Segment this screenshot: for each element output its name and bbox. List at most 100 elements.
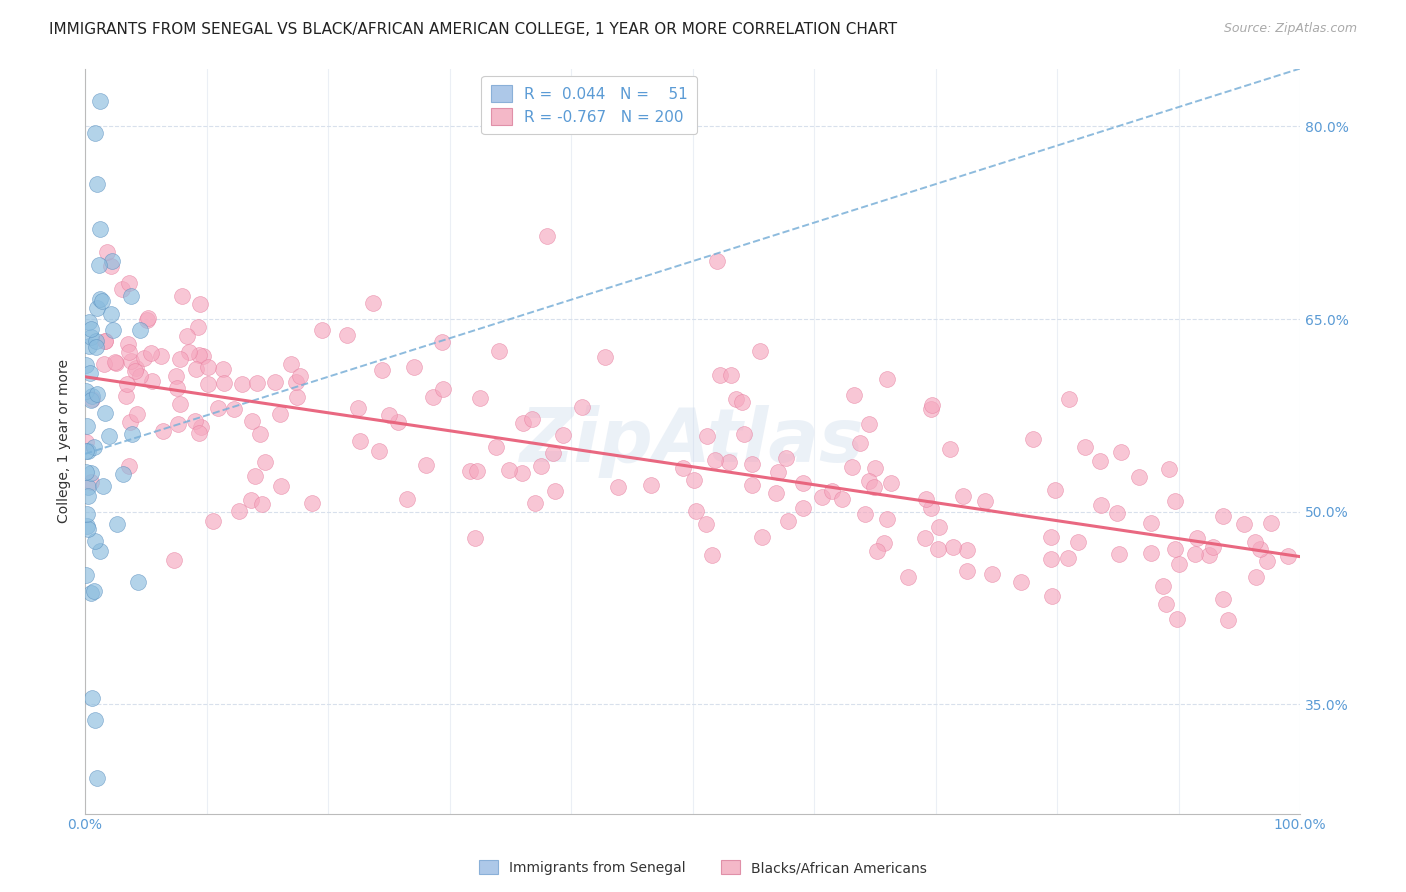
Point [129, 369, 152, 384]
Point [731, 394, 754, 409]
Text: ZipAtlas: ZipAtlas [520, 405, 865, 477]
Point [187, 319, 209, 334]
Point [541, 446, 564, 460]
Point [89, 258, 111, 272]
Point [717, 455, 740, 469]
Text: Source: ZipAtlas.com: Source: ZipAtlas.com [1223, 22, 1357, 36]
Point [853, 508, 876, 522]
Legend: Immigrants from Senegal, Blacks/African Americans: Immigrants from Senegal, Blacks/African … [474, 855, 932, 880]
Point [1088, 454, 1111, 468]
Point [117, 337, 139, 351]
Point [1243, 535, 1265, 549]
Point [607, 480, 630, 494]
Point [765, 486, 787, 500]
Point [86, 386, 108, 401]
Point [212, 376, 235, 390]
Point [974, 493, 997, 508]
Point [914, 531, 936, 545]
Point [873, 536, 896, 550]
Point [104, 356, 127, 370]
Point [1260, 516, 1282, 530]
Point [83, 126, 105, 140]
Point [467, 464, 489, 478]
Point [1073, 440, 1095, 454]
Point [118, 276, 141, 290]
Point [368, 443, 391, 458]
Point [1010, 574, 1032, 589]
Point [551, 428, 574, 442]
Point [80, 586, 103, 600]
Point [83, 584, 105, 599]
Point [280, 357, 302, 371]
Point [75, 568, 97, 582]
Point [1212, 508, 1234, 523]
Point [346, 401, 368, 415]
Point [703, 453, 725, 467]
Point [228, 504, 250, 518]
Point [741, 478, 763, 492]
Point [125, 407, 148, 421]
Point [187, 426, 209, 441]
Point [80, 475, 103, 489]
Point [363, 295, 385, 310]
Point [520, 411, 543, 425]
Point [212, 361, 235, 376]
Point [863, 461, 886, 475]
Point [696, 428, 718, 442]
Point [1156, 597, 1178, 611]
Point [1152, 579, 1174, 593]
Point [76, 519, 98, 533]
Point [720, 368, 742, 382]
Point [1111, 444, 1133, 458]
Point [378, 408, 401, 422]
Point [1090, 498, 1112, 512]
Point [89, 292, 111, 306]
Point [858, 474, 880, 488]
Point [120, 289, 142, 303]
Point [1039, 552, 1062, 566]
Point [76, 508, 98, 522]
Point [1164, 541, 1187, 556]
Point [91, 479, 114, 493]
Point [188, 296, 211, 310]
Point [129, 323, 152, 337]
Point [89, 544, 111, 558]
Point [927, 541, 949, 556]
Point [1216, 613, 1239, 627]
Point [120, 415, 142, 429]
Point [188, 347, 211, 361]
Point [86, 177, 108, 191]
Point [1277, 549, 1299, 563]
Point [766, 465, 789, 479]
Point [1202, 541, 1225, 555]
Point [571, 401, 593, 415]
Point [141, 346, 163, 360]
Point [76, 419, 98, 434]
Point [512, 416, 534, 430]
Point [1057, 551, 1080, 566]
Point [103, 323, 125, 337]
Point [269, 407, 291, 421]
Point [77, 443, 100, 458]
Point [111, 282, 134, 296]
Point [250, 497, 273, 511]
Point [285, 390, 308, 404]
Point [231, 376, 253, 391]
Point [135, 312, 157, 326]
Legend: R =  0.044   N =    51, R = -0.767   N = 200: R = 0.044 N = 51, R = -0.767 N = 200 [481, 76, 697, 134]
Point [1059, 392, 1081, 406]
Point [124, 364, 146, 378]
Point [485, 440, 508, 454]
Point [404, 359, 426, 374]
Point [1140, 546, 1163, 560]
Point [458, 465, 481, 479]
Point [349, 434, 371, 448]
Point [706, 254, 728, 268]
Point [741, 457, 763, 471]
Point [942, 540, 965, 554]
Point [93, 357, 115, 371]
Point [253, 455, 276, 469]
Point [163, 553, 186, 567]
Point [1067, 535, 1090, 549]
Point [928, 520, 950, 534]
